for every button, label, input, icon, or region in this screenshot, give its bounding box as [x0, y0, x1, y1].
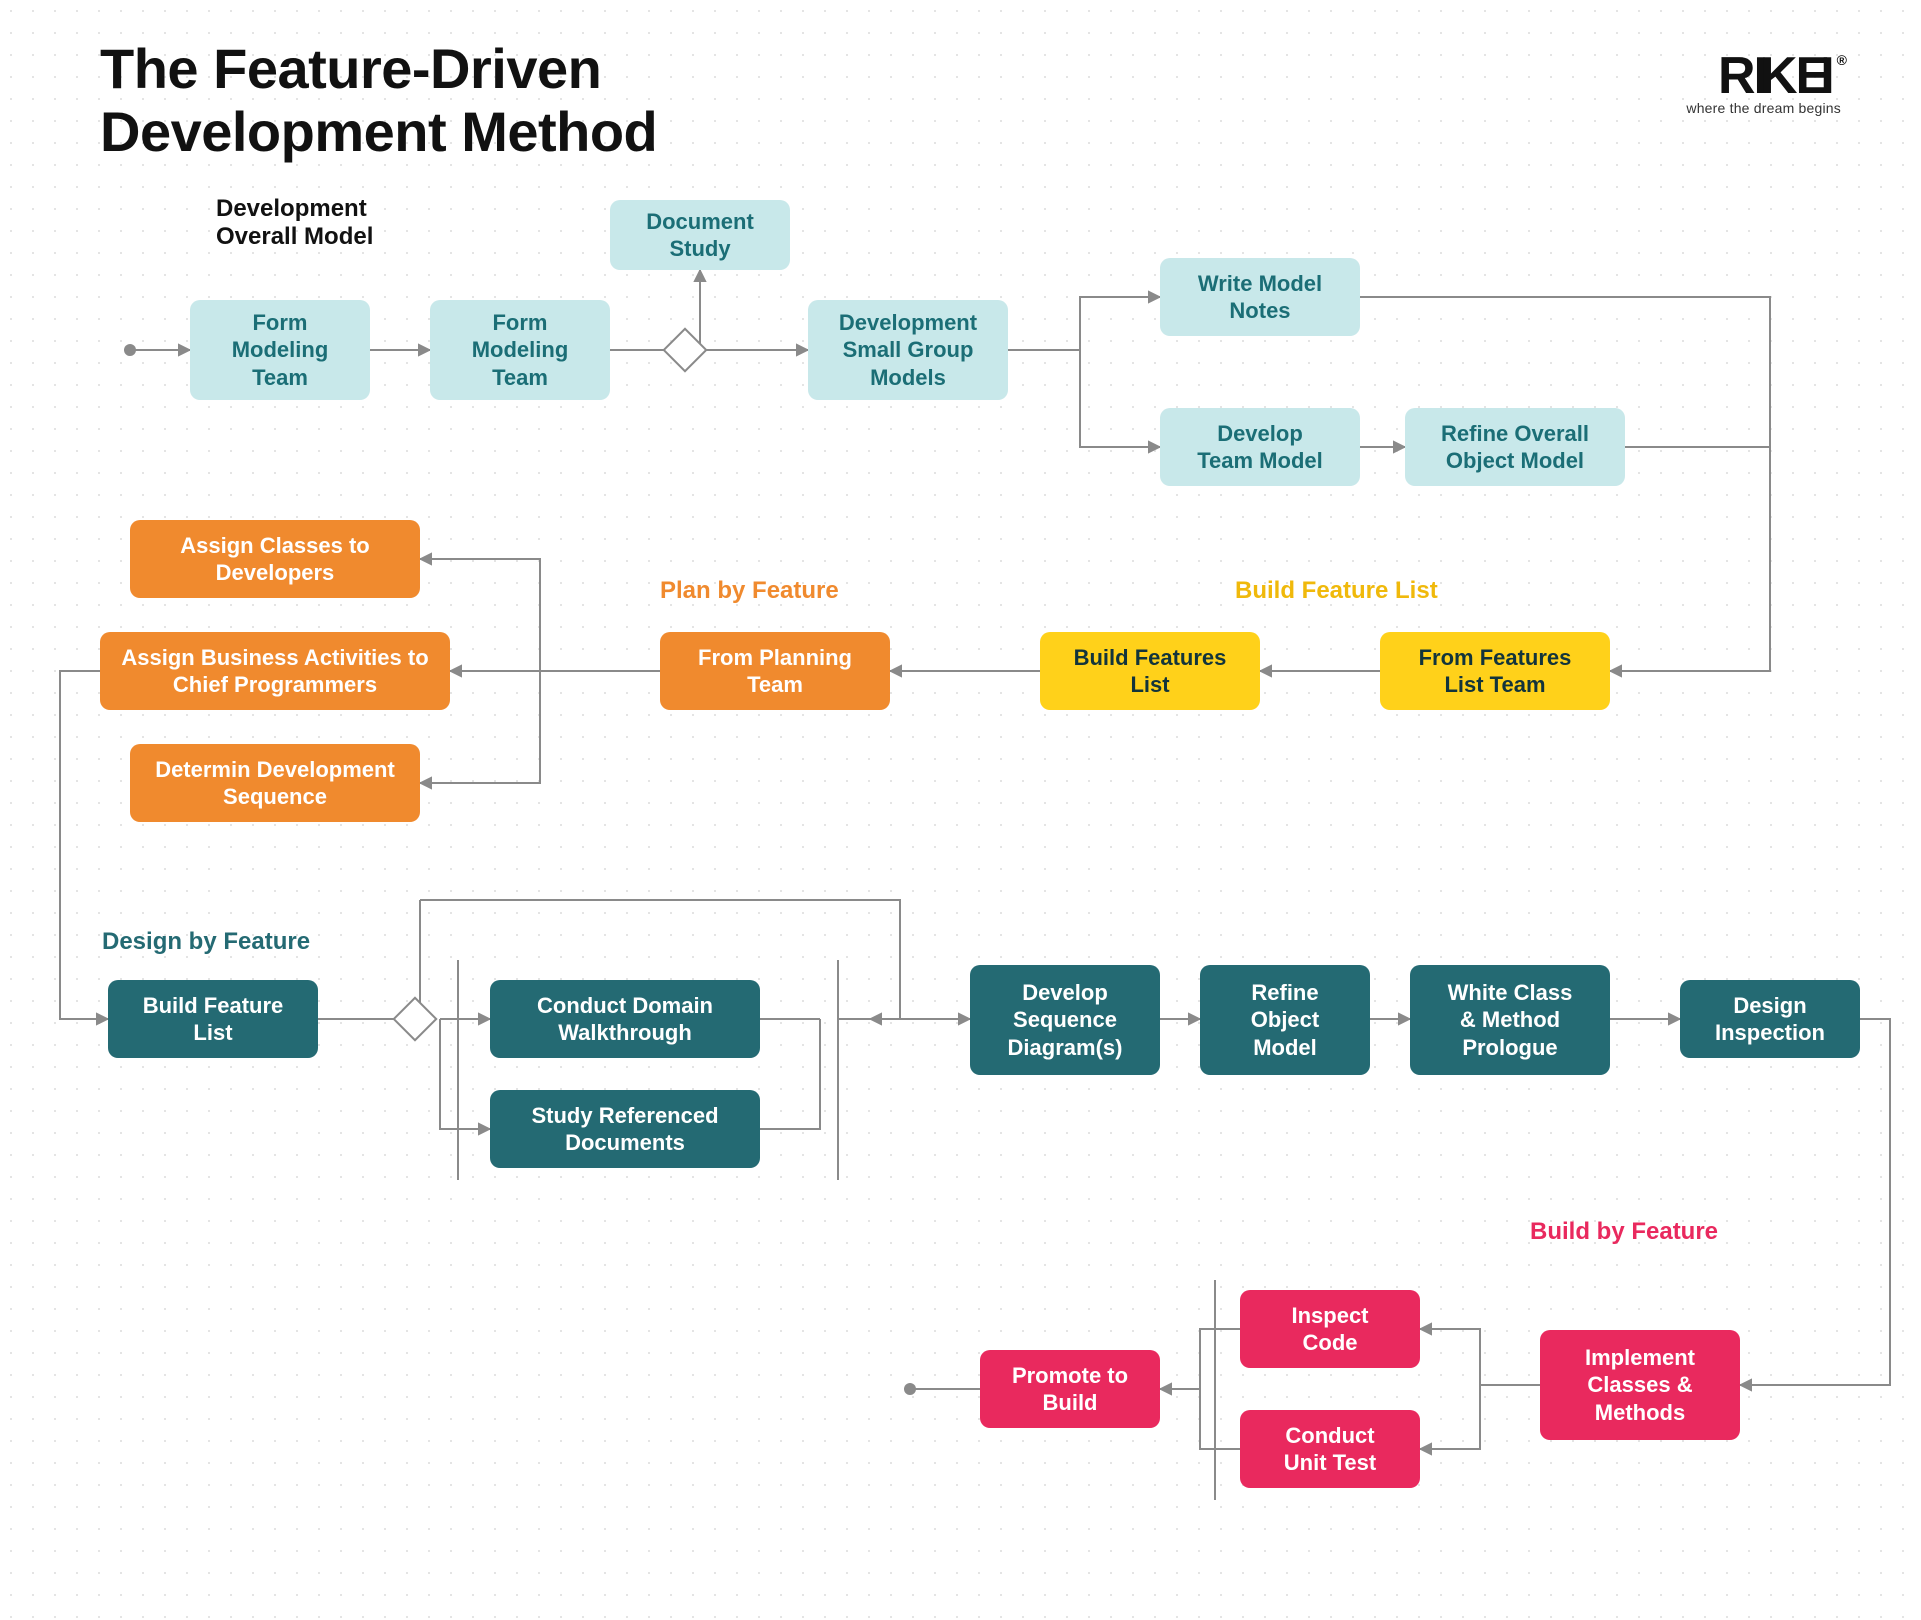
- node-n-bfl2: Build Feature List: [108, 980, 318, 1058]
- node-n-form1: Form Modeling Team: [190, 300, 370, 400]
- section-label-lbl-overall: Development Overall Model: [216, 195, 373, 251]
- node-n-writenotes: Write Model Notes: [1160, 258, 1360, 336]
- title-line2: Development Method: [100, 101, 657, 164]
- title-line1: The Feature-Driven: [100, 38, 657, 101]
- node-n-promote: Promote to Build: [980, 1350, 1160, 1428]
- node-n-designin: Design Inspection: [1680, 980, 1860, 1058]
- node-n-assigncls: Assign Classes to Developers: [130, 520, 420, 598]
- logo-tagline: where the dream begins: [1686, 100, 1841, 116]
- node-n-refineoo: Refine Overall Object Model: [1405, 408, 1625, 486]
- node-n-planteam: From Planning Team: [660, 632, 890, 710]
- node-n-fromfl: From Features List Team: [1380, 632, 1610, 710]
- logo: RIKEI® where the dream begins: [1686, 46, 1841, 116]
- node-n-detseq: Determin Development Sequence: [130, 744, 420, 822]
- section-label-lbl-design: Design by Feature: [102, 928, 310, 956]
- node-n-devteam: Develop Team Model: [1160, 408, 1360, 486]
- section-label-lbl-plan: Plan by Feature: [660, 577, 839, 605]
- node-n-conddom: Conduct Domain Walkthrough: [490, 980, 760, 1058]
- node-n-implcls: Implement Classes & Methods: [1540, 1330, 1740, 1440]
- node-n-form2: Form Modeling Team: [430, 300, 610, 400]
- node-n-condunit: Conduct Unit Test: [1240, 1410, 1420, 1488]
- section-label-lbl-buildlist: Build Feature List: [1235, 577, 1438, 605]
- node-n-studyref: Study Referenced Documents: [490, 1090, 760, 1168]
- node-n-devsmall: Development Small Group Models: [808, 300, 1008, 400]
- logo-text: RIKEI®: [1686, 46, 1841, 106]
- node-n-assignbiz: Assign Business Activities to Chief Prog…: [100, 632, 450, 710]
- node-n-devseq: Develop Sequence Diagram(s): [970, 965, 1160, 1075]
- section-label-lbl-build: Build by Feature: [1530, 1218, 1718, 1246]
- node-n-docstudy: Document Study: [610, 200, 790, 270]
- node-n-whitecls: White Class & Method Prologue: [1410, 965, 1610, 1075]
- diagram-canvas: The Feature-Driven Development Method RI…: [0, 0, 1921, 1620]
- node-n-refobj: Refine Object Model: [1200, 965, 1370, 1075]
- node-n-buildfl: Build Features List: [1040, 632, 1260, 710]
- node-n-inspcode: Inspect Code: [1240, 1290, 1420, 1368]
- page-title: The Feature-Driven Development Method: [100, 38, 657, 163]
